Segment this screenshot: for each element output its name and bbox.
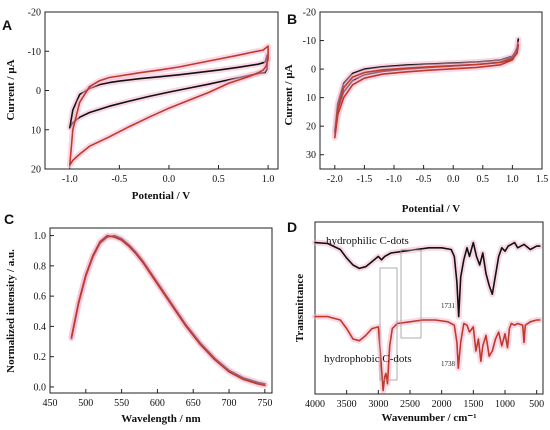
- panel-b-xtick-label: 1.0: [506, 174, 519, 185]
- panel-b-ytick-label: -10: [303, 36, 316, 47]
- panel-c-series-1-line: [70, 234, 266, 387]
- panel-d-series-0-halo: [312, 239, 543, 320]
- panel-a-xticks: -1.0 -0.5 0.0 0.5 1.0: [62, 165, 274, 185]
- panel-b-ytick-label: 0: [311, 65, 316, 76]
- panel-c-ytick-label: 0.0: [34, 382, 47, 393]
- panel-b-letter: B: [287, 11, 297, 27]
- panel-b-xtick-label: -1.0: [386, 174, 402, 185]
- panel-c-series-0-line: [70, 234, 266, 385]
- panel-a-ylabel: Current / μA: [5, 59, 17, 120]
- panel-a-series-1-line: [69, 45, 269, 166]
- panel-d-xtick-label: 3000: [368, 399, 388, 410]
- panel-b-xlabel: Potential / V: [402, 203, 461, 215]
- panel-d-series: [312, 239, 543, 394]
- panel-a-series: [66, 43, 272, 169]
- panel-a-xlabel: Potential / V: [132, 190, 191, 202]
- panel-d-anno-hydrophobic: hydrophobic C-dots: [324, 353, 412, 365]
- panel-b-xtick-label: -0.5: [416, 174, 432, 185]
- panel-b-ylabel: Current / μA: [283, 64, 295, 125]
- panel-b-ytick-label: 30: [306, 150, 316, 161]
- panel-c-ylabel: Normalized intensity / a.u.: [5, 249, 17, 373]
- panel-a-ytick-label: -20: [28, 8, 41, 19]
- panel-c-ytick-label: 0.4: [34, 322, 47, 333]
- panel-b-ytick-label: 20: [306, 122, 316, 133]
- panel-a-xtick-label: -0.5: [111, 174, 127, 185]
- panel-d-xtick-label: 500: [529, 399, 544, 410]
- panel-c-xlabel: Wavelength / nm: [121, 413, 200, 425]
- panel-d-anno-1731: 1731: [441, 302, 456, 310]
- panel-b-xtick-label: 0.0: [447, 174, 460, 185]
- panel-a-frame: [44, 11, 279, 170]
- panel-c-series-1-halo: [68, 232, 268, 389]
- panel-c-ytick-label: 0.8: [34, 261, 47, 272]
- panel-c-frame: [49, 227, 273, 394]
- panel-a-yticks: -20 -10 0 10 20: [28, 8, 49, 176]
- panel-c-xtick-label: 500: [78, 398, 93, 409]
- panel-b-frame: [319, 11, 543, 170]
- panel-b-xtick-label: -1.5: [356, 174, 372, 185]
- panel-d-anno-hydrophilic: hydrophilic C-dots: [326, 235, 409, 247]
- panel-d-series-1-line: [314, 315, 541, 392]
- panel-b-series-1-line: [334, 44, 520, 139]
- panel-b-series-0-halo: [331, 36, 522, 135]
- panel-b-series-0-line: [334, 38, 520, 133]
- panel-c-letter: C: [4, 211, 14, 227]
- panel-c-series: [68, 232, 268, 389]
- panel-d-xticks: 4000 3500 3000 2500 2000 1500 1000 500: [305, 390, 544, 410]
- panel-c-xtick-label: 650: [186, 398, 201, 409]
- panel-d-xlabel: Wavenumber / cm⁻¹: [381, 412, 476, 424]
- panel-b-xtick-label: 1.5: [536, 174, 549, 185]
- panel-a-ytick-label: 20: [31, 165, 41, 176]
- panel-a-xtick-label: -1.0: [62, 174, 78, 185]
- panel-d-letter: D: [287, 219, 297, 235]
- panel-c: C 450 500 550 600 650 700 750 0.0 0.2 0.4 0.6 0.8 1…: [4, 211, 273, 425]
- panel-d-frame: [314, 221, 544, 395]
- panel-c-xtick-label: 550: [114, 398, 129, 409]
- panel-c-xtick-label: 700: [222, 398, 237, 409]
- panel-b-series: [331, 36, 522, 141]
- panel-c-series-0-halo: [68, 232, 268, 387]
- panel-c-ytick-label: 1.0: [34, 231, 47, 242]
- panel-a-ytick-label: -10: [28, 47, 41, 58]
- panel-d-xtick-label: 3500: [337, 399, 357, 410]
- panel-c-xticks: 450 500 550 600 650 700 750: [43, 389, 272, 409]
- panel-d-anno-1738: 1738: [441, 360, 456, 368]
- panel-d-ylabel: Transmittance: [294, 274, 306, 342]
- panel-a-letter: A: [2, 17, 12, 33]
- panel-b: B -2.0 -1.5 -1.0 -0.5 0.0 0.5 1.0 1.5 -20 -10 0 10…: [283, 8, 548, 216]
- panel-d-xtick-label: 1000: [495, 399, 515, 410]
- panel-b-xtick-label: 0.5: [477, 174, 490, 185]
- panel-b-ytick-label: 10: [306, 93, 316, 104]
- panel-a-ytick-label: 10: [31, 125, 41, 136]
- panel-c-ytick-label: 0.6: [34, 292, 47, 303]
- panel-d-xtick-label: 1500: [463, 399, 483, 410]
- panel-c-ytick-label: 0.2: [34, 352, 47, 363]
- panel-d-series-0-line: [314, 241, 541, 318]
- panel-a-xtick-label: 0.0: [163, 174, 176, 185]
- panel-d-xtick-label: 4000: [305, 399, 325, 410]
- panel-d-box-co2-region: [400, 249, 422, 339]
- panel-d-box-ch-stretch: [379, 267, 398, 381]
- panel-a: A -1.0 -0.5 0.0 0.5 1.0 -20 -10 0 10 20 Potentia…: [2, 8, 279, 202]
- panel-d-xtick-label: 2500: [400, 399, 420, 410]
- panel-b-yticks: -20 -10 0 10 20 30: [303, 8, 324, 161]
- panel-b-ytick-label: -20: [303, 8, 316, 19]
- panel-a-xtick-label: 0.5: [212, 174, 225, 185]
- panel-c-yticks: 0.0 0.2 0.4 0.6 0.8 1.0: [34, 231, 54, 393]
- panel-b-xticks: -2.0 -1.5 -1.0 -0.5 0.0 0.5 1.0 1.5: [327, 165, 548, 185]
- panel-d-xtick-label: 2000: [432, 399, 452, 410]
- panel-c-xtick-label: 750: [257, 398, 272, 409]
- panel-c-xtick-label: 600: [150, 398, 165, 409]
- panel-c-xtick-label: 450: [43, 398, 58, 409]
- panel-d: D 4000 3500 3000 2500 2000 1500 1000 500 hydrop…: [287, 219, 544, 424]
- panel-a-xtick-label: 1.0: [262, 174, 275, 185]
- panel-b-xtick-label: -2.0: [327, 174, 343, 185]
- panel-a-series-1-halo: [66, 43, 272, 169]
- panel-a-ytick-label: 0: [36, 86, 41, 97]
